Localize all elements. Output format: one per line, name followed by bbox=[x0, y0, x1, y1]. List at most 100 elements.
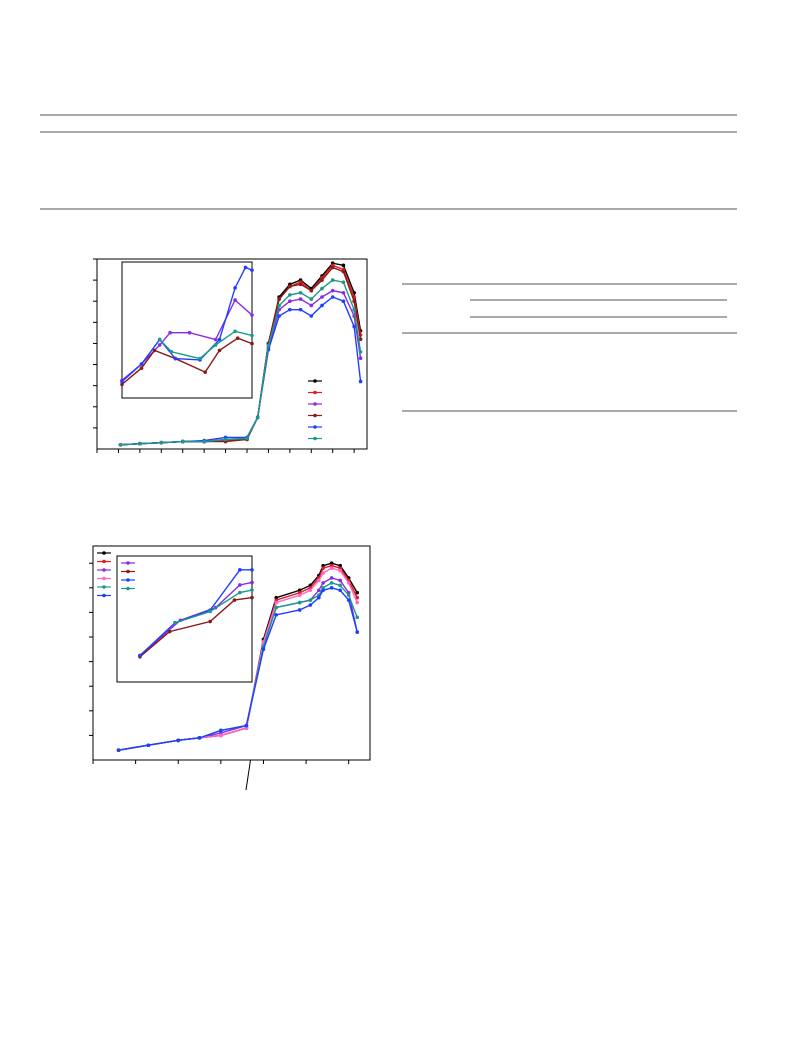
data-point bbox=[330, 295, 335, 299]
data-point bbox=[329, 561, 334, 566]
data-point bbox=[274, 598, 279, 602]
data-point bbox=[298, 282, 303, 287]
data-point bbox=[233, 329, 237, 334]
data-point bbox=[274, 595, 279, 600]
data-point bbox=[338, 578, 342, 583]
data-point bbox=[355, 615, 360, 620]
legend-marker bbox=[313, 425, 317, 429]
data-line bbox=[174, 589, 253, 624]
data-point bbox=[309, 288, 314, 293]
data-point bbox=[219, 731, 223, 735]
data-point bbox=[320, 286, 324, 291]
data-point bbox=[208, 609, 212, 614]
data-point bbox=[198, 356, 202, 361]
data-point bbox=[338, 566, 342, 570]
data-point bbox=[355, 590, 360, 595]
data-point bbox=[176, 738, 181, 743]
data-line bbox=[120, 279, 362, 446]
data-point bbox=[250, 333, 254, 338]
legend-marker bbox=[313, 436, 317, 441]
legend-marker bbox=[102, 551, 106, 555]
data-point bbox=[317, 588, 321, 593]
data-point bbox=[346, 598, 351, 602]
data-point bbox=[274, 605, 279, 610]
data-point bbox=[329, 563, 334, 568]
data-point bbox=[187, 330, 192, 335]
data-point bbox=[277, 314, 281, 318]
data-point bbox=[329, 581, 334, 585]
data-point bbox=[288, 293, 292, 297]
data-point bbox=[329, 576, 334, 580]
data-point bbox=[180, 439, 185, 444]
data-point bbox=[232, 598, 237, 602]
data-point bbox=[250, 268, 254, 272]
data-point bbox=[308, 603, 313, 607]
legend-marker bbox=[102, 568, 106, 572]
data-point bbox=[352, 324, 356, 329]
data-point bbox=[358, 356, 363, 361]
data-point bbox=[138, 441, 142, 446]
data-point bbox=[274, 613, 279, 617]
data-point bbox=[219, 733, 223, 738]
data-point bbox=[297, 608, 302, 612]
legend-marker bbox=[313, 379, 317, 383]
data-point bbox=[330, 288, 335, 293]
data-point bbox=[321, 581, 325, 585]
data-point bbox=[309, 297, 314, 301]
data-point bbox=[238, 568, 242, 572]
data-point bbox=[138, 653, 142, 658]
data-point bbox=[298, 307, 303, 312]
data-point bbox=[320, 303, 324, 308]
data-point bbox=[235, 336, 240, 340]
data-point bbox=[250, 595, 254, 600]
data-point bbox=[341, 269, 346, 274]
data-point bbox=[341, 263, 346, 268]
data-point bbox=[277, 297, 281, 301]
data-point bbox=[245, 436, 249, 441]
data-point bbox=[223, 437, 228, 442]
data-point bbox=[297, 600, 302, 605]
data-point bbox=[217, 337, 222, 342]
data-point bbox=[297, 593, 302, 597]
data-point bbox=[173, 356, 178, 361]
data-point bbox=[173, 620, 177, 625]
data-point bbox=[341, 290, 346, 295]
plot-frame bbox=[121, 261, 253, 399]
data-point bbox=[167, 629, 172, 634]
data-point bbox=[120, 379, 124, 384]
data-point bbox=[321, 566, 325, 570]
data-point bbox=[244, 723, 249, 728]
data-point bbox=[277, 303, 281, 308]
data-point bbox=[341, 280, 346, 285]
data-point bbox=[238, 583, 242, 587]
data-point bbox=[358, 350, 363, 354]
data-point bbox=[118, 442, 123, 447]
data-point bbox=[159, 440, 164, 445]
legend-marker bbox=[102, 559, 106, 564]
data-line bbox=[121, 337, 253, 385]
legend-marker bbox=[126, 586, 130, 591]
data-point bbox=[338, 563, 342, 568]
data-point bbox=[338, 568, 342, 573]
data-point bbox=[250, 313, 254, 317]
data-point bbox=[320, 295, 324, 299]
data-point bbox=[139, 362, 144, 366]
data-point bbox=[250, 568, 254, 572]
data-point bbox=[203, 370, 207, 374]
legend-marker bbox=[313, 402, 317, 406]
data-point bbox=[346, 593, 351, 597]
data-point bbox=[238, 590, 242, 595]
data-line bbox=[159, 330, 253, 360]
data-point bbox=[219, 728, 223, 733]
data-point bbox=[202, 439, 206, 444]
data-point bbox=[330, 278, 335, 282]
data-point bbox=[233, 298, 237, 302]
data-point bbox=[288, 299, 292, 304]
data-point bbox=[317, 578, 321, 583]
legend-marker bbox=[126, 561, 130, 565]
data-point bbox=[208, 619, 212, 624]
data-point bbox=[250, 580, 254, 585]
legend-marker bbox=[102, 593, 106, 598]
